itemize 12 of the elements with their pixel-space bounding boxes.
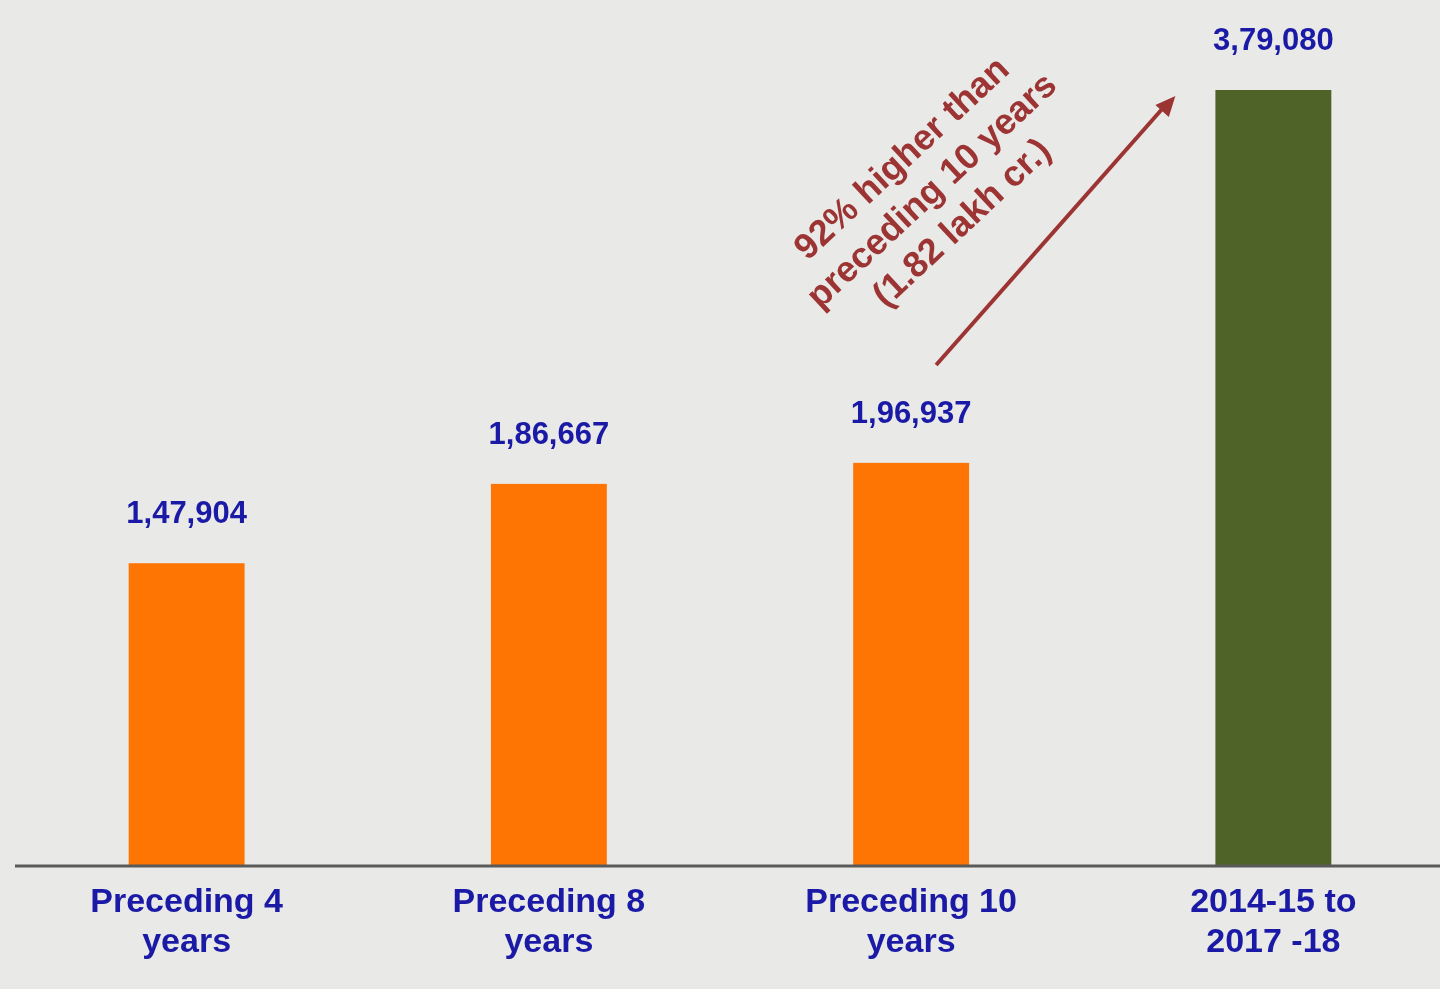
x-tick-label: 2014-15 to 2017 -18 xyxy=(1190,881,1357,959)
x-tick-label: Preceding 4 years xyxy=(90,881,284,959)
data-label: 1,96,937 xyxy=(850,394,972,430)
data-label: 1,47,904 xyxy=(126,495,248,531)
bar xyxy=(490,483,607,866)
bar xyxy=(128,563,245,866)
bar xyxy=(1215,90,1332,866)
data-label: 1,86,667 xyxy=(488,415,610,451)
data-label: 3,79,080 xyxy=(1213,22,1334,57)
x-tick-label: Preceding 10 years xyxy=(805,881,1017,959)
x-tick-label: Preceding 8 years xyxy=(452,881,646,959)
bar xyxy=(853,462,970,866)
